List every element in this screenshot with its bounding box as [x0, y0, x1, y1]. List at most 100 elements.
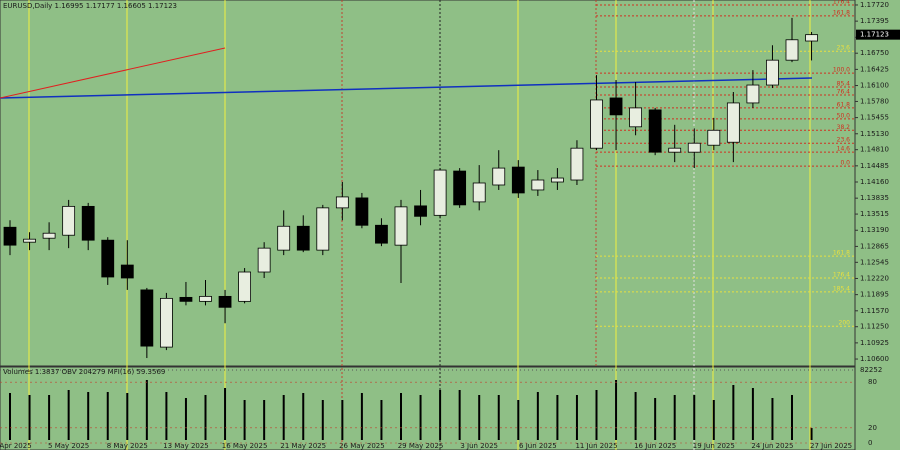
mfi-tick-label: 20	[868, 424, 877, 432]
level-label: 38.2	[837, 124, 851, 131]
mfi-tick-label: 0	[868, 439, 872, 447]
x-tick-label: 16 May 2025	[222, 442, 268, 450]
y-tick-label: 1.12865	[860, 242, 889, 250]
y-tick-label: 1.14810	[860, 146, 889, 154]
y-tick-label: 1.11250	[860, 323, 889, 331]
price-panel	[0, 0, 856, 367]
candle-body	[472, 182, 486, 203]
level-label: 14.6	[837, 146, 851, 153]
volume-title: Volumes 1.3837 OBV 204279 MFI(16) 59.356…	[3, 368, 165, 376]
candle-body	[648, 109, 662, 153]
y-tick-label: 1.14160	[860, 178, 889, 186]
chart-title: EURUSD,Daily 1.16995 1.17177 1.16605 1.1…	[3, 2, 177, 10]
candle-body	[159, 297, 173, 348]
x-tick-label: 6 Jun 2025	[519, 442, 557, 450]
candle-body	[668, 147, 682, 153]
candle-body	[414, 205, 427, 217]
level-label: 23.6	[837, 137, 851, 144]
candle-body	[140, 289, 154, 347]
x-tick-label: 24 Jun 2025	[751, 442, 793, 450]
candle-body	[42, 232, 56, 239]
candle-body	[23, 238, 36, 243]
candle-body	[609, 97, 623, 116]
y-tick-label: 1.15130	[860, 130, 889, 138]
level-label: 176.4	[833, 0, 850, 5]
candle-body	[687, 142, 701, 153]
x-tick-label: 8 May 2025	[107, 442, 148, 450]
y-tick-label: 1.12220	[860, 274, 889, 282]
volume-tick-label: 82252	[860, 366, 882, 374]
x-tick-label: 11 Jun 2025	[575, 442, 617, 450]
candle-body	[257, 247, 271, 273]
candle-body	[766, 59, 779, 86]
candle-body	[590, 99, 603, 149]
level-label: 185.4	[833, 285, 850, 292]
y-tick-label: 1.16750	[860, 49, 889, 57]
level-label: 161.8	[833, 250, 850, 257]
candle-body	[570, 147, 584, 181]
candle-body	[746, 84, 760, 104]
y-tick-label: 1.12545	[860, 258, 889, 266]
x-tick-label: 26 May 2025	[339, 442, 385, 450]
candle-body	[316, 207, 330, 251]
x-tick-label: 27 Jun 2025	[810, 442, 852, 450]
y-tick-label: 1.11570	[860, 307, 889, 315]
y-tick-label: 1.10925	[860, 339, 889, 347]
candle-body	[433, 169, 447, 216]
candle-body	[531, 179, 545, 191]
last-price-box	[856, 29, 900, 40]
x-tick-label: 30 Apr 2025	[0, 442, 32, 450]
y-tick-label: 1.14485	[860, 162, 889, 170]
candle-body	[62, 205, 76, 236]
trend-line	[0, 47, 226, 99]
y-tick-label: 1.13835	[860, 194, 889, 202]
y-tick-label: 1.11895	[860, 291, 889, 299]
y-tick-label: 1.10600	[860, 355, 889, 363]
candle-body	[492, 167, 506, 186]
level-label: 161.8	[833, 9, 850, 16]
candle-body	[238, 271, 252, 302]
y-tick-label: 1.16100	[860, 82, 889, 90]
candle-body	[375, 224, 388, 244]
candle-body	[394, 206, 408, 246]
candle-body	[101, 239, 115, 278]
candle-body	[218, 295, 232, 308]
candle-body	[629, 107, 642, 128]
y-tick-label: 1.15780	[860, 97, 889, 105]
candle-body	[335, 196, 349, 209]
candle-body	[726, 102, 740, 143]
x-tick-label: 3 Jun 2025	[460, 442, 498, 450]
candle-body	[511, 166, 525, 194]
level-label: 76.4	[837, 88, 851, 95]
level-label: 100.0	[833, 67, 850, 74]
candle-body	[3, 226, 17, 246]
y-tick-label: 1.17395	[860, 17, 889, 25]
x-tick-label: 19 Jun 2025	[693, 442, 735, 450]
candle-body	[81, 205, 95, 241]
candle-body	[785, 39, 799, 61]
x-tick-label: 29 May 2025	[398, 442, 444, 450]
trend-line	[0, 77, 813, 99]
x-tick-label: 16 Jun 2025	[634, 442, 676, 450]
x-tick-label: 21 May 2025	[280, 442, 326, 450]
mfi-tick-label: 80	[868, 378, 877, 386]
candle-body	[120, 264, 134, 279]
y-tick-label: 1.15455	[860, 114, 889, 122]
level-label: 50.0	[837, 112, 851, 119]
y-tick-label: 1.13190	[860, 226, 889, 234]
candle-body	[199, 295, 212, 302]
level-label: 61.8	[837, 101, 851, 108]
candle-body	[277, 225, 291, 251]
candle-body	[453, 170, 467, 206]
x-tick-label: 5 May 2025	[48, 442, 89, 450]
level-label: 23.6	[837, 45, 851, 52]
candle-body	[805, 34, 818, 42]
y-tick-label: 1.16425	[860, 65, 889, 73]
x-tick-label: 13 May 2025	[163, 442, 209, 450]
last-price-label: 1.17123	[860, 31, 889, 39]
candle-body	[551, 177, 564, 183]
vertical-lines	[28, 0, 811, 450]
candle-body	[179, 296, 193, 302]
candle-body	[707, 129, 721, 146]
